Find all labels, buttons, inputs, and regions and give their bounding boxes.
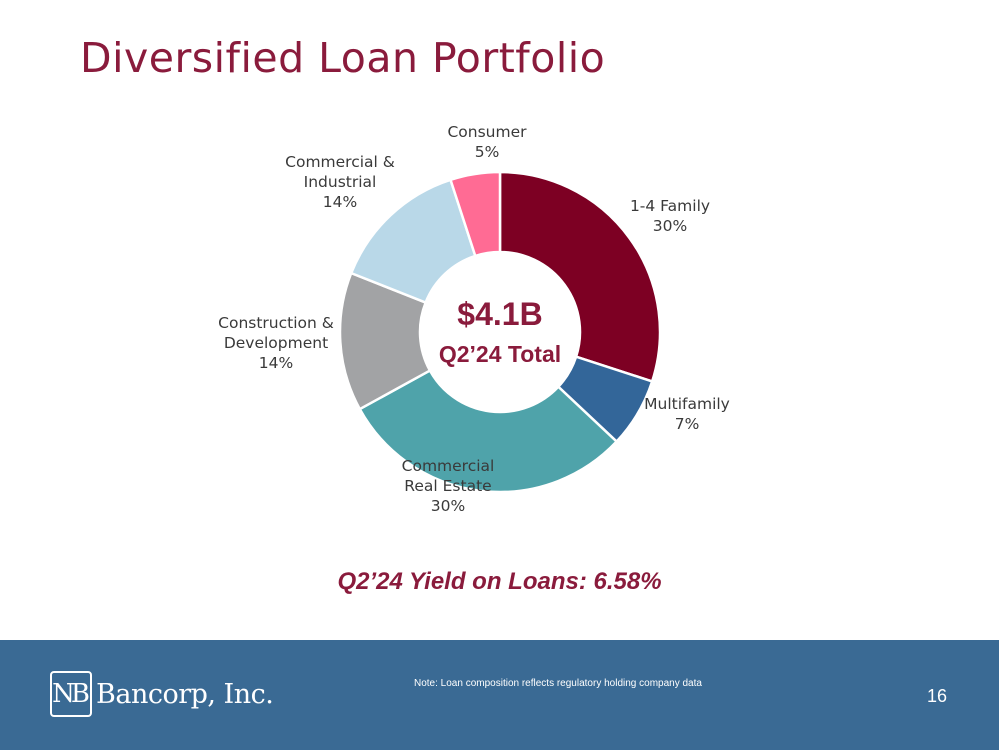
slice-label: Consumer 5%	[447, 123, 527, 161]
slice-name: Commercial	[402, 457, 495, 475]
company-logo: NB Bancorp, Inc.	[50, 669, 274, 719]
donut-slice	[498, 170, 662, 384]
slice-percent: 5%	[475, 143, 500, 161]
donut-slice	[448, 170, 502, 258]
footer-bar: NB Bancorp, Inc. Note: Loan composition …	[0, 640, 999, 750]
slice-percent: 30%	[653, 217, 687, 235]
slice-percent: 14%	[323, 193, 357, 211]
yield-on-loans: Q2’24 Yield on Loans: 6.58%	[337, 568, 662, 595]
slice-name: Real Estate	[404, 477, 491, 495]
slice-label: Commercial Real Estate 30%	[402, 457, 495, 515]
page-number: 16	[926, 686, 947, 706]
logo-mark: NB	[50, 671, 92, 717]
slice-percent: 30%	[431, 497, 465, 515]
slice-label: Multifamily 7%	[644, 395, 730, 433]
slide-title: Diversified Loan Portfolio	[80, 34, 606, 82]
slice-percent: 14%	[259, 354, 293, 372]
loan-portfolio-donut-chart: 1-4 Family 30% Multifamily 7% Commercial Real…	[218, 123, 730, 515]
logo-text: Bancorp, Inc.	[96, 678, 274, 710]
slice-percent: 7%	[675, 415, 700, 433]
donut-center-subtitle: Q2’24 Total	[438, 341, 562, 367]
slice-label: 1-4 Family 30%	[630, 197, 710, 235]
slice-name: Commercial &	[285, 153, 395, 171]
slice-name: Multifamily	[644, 395, 730, 413]
slice-name: Consumer	[447, 123, 527, 141]
slice-name: Development	[224, 334, 328, 352]
slice-name: Construction &	[218, 314, 334, 332]
footnote: Note: Loan composition reflects regulato…	[414, 678, 702, 689]
donut-slice	[358, 368, 619, 494]
donut-center-total: $4.1B	[457, 296, 543, 332]
slice-label: Commercial & Industrial 14%	[285, 153, 395, 211]
slice-label: Construction & Development 14%	[218, 314, 334, 372]
slice-name: 1-4 Family	[630, 197, 710, 215]
slice-name: Industrial	[304, 173, 377, 191]
